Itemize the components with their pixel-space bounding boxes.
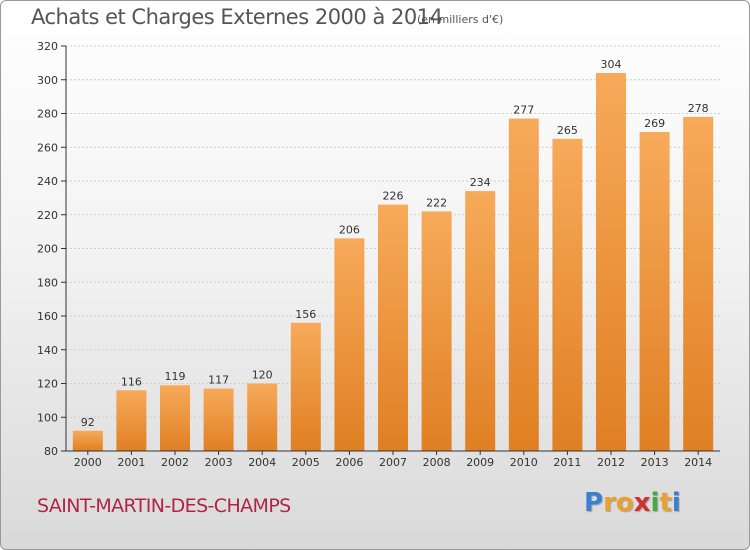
y-tick-label: 80	[44, 445, 58, 458]
bar-2002	[160, 385, 190, 451]
bar-2001	[116, 390, 147, 451]
y-tick-label: 100	[37, 411, 58, 424]
chart-title: Achats et Charges Externes 2000 à 2014	[31, 5, 443, 29]
x-tick-label-2013: 2013	[641, 456, 669, 469]
value-label-2012: 304	[601, 58, 622, 71]
bar-2013	[639, 132, 670, 451]
x-tick-label-2000: 2000	[74, 456, 102, 469]
value-label-2006: 206	[339, 223, 360, 236]
bar-2003	[203, 388, 234, 451]
x-tick-label-2005: 2005	[292, 456, 320, 469]
logo-letter: t	[659, 488, 672, 518]
y-tick-label: 280	[37, 108, 58, 121]
y-tick-label: 320	[37, 40, 58, 53]
bar-2009	[465, 191, 496, 451]
bar-2007	[378, 204, 408, 451]
value-label-2009: 234	[470, 176, 491, 189]
bar-2014	[683, 116, 714, 451]
proxiti-logo[interactable]: Proxiti	[584, 488, 681, 518]
value-label-2005: 156	[295, 308, 316, 321]
chart-subtitle: (en milliers d'€)	[417, 13, 504, 26]
x-tick-label-2006: 2006	[335, 456, 363, 469]
x-tick-label-2011: 2011	[553, 456, 581, 469]
value-label-2013: 269	[644, 117, 665, 130]
x-tick-label-2002: 2002	[161, 456, 189, 469]
y-tick-label: 120	[37, 378, 58, 391]
x-tick-label-2004: 2004	[248, 456, 276, 469]
logo-letter: o	[615, 488, 634, 518]
y-tick-label: 180	[37, 276, 58, 289]
bar-2000	[72, 430, 103, 451]
x-tick-label-2007: 2007	[379, 456, 407, 469]
x-tick-label-2014: 2014	[684, 456, 712, 469]
y-tick-label: 240	[37, 175, 58, 188]
x-tick-label-2008: 2008	[423, 456, 451, 469]
y-tick-label: 300	[37, 74, 58, 87]
x-tick-label-2003: 2003	[205, 456, 233, 469]
bar-2010	[508, 118, 539, 451]
bar-2005	[290, 322, 321, 451]
logo-letter: P	[584, 488, 604, 518]
logo-letter: x	[633, 488, 651, 518]
bar-2012	[596, 73, 626, 451]
logo-letter: i	[650, 488, 660, 518]
y-tick-label: 260	[37, 141, 58, 154]
value-label-2000: 92	[81, 416, 95, 429]
commune-name: SAINT-MARTIN-DES-CHAMPS	[37, 495, 291, 517]
x-tick-label-2012: 2012	[597, 456, 625, 469]
value-label-2003: 117	[208, 374, 229, 387]
value-label-2007: 226	[383, 190, 404, 203]
bar-2011	[552, 138, 583, 451]
value-label-2014: 278	[688, 102, 709, 115]
logo-letter: r	[603, 488, 616, 518]
y-tick-label: 160	[37, 310, 58, 323]
x-tick-label-2010: 2010	[510, 456, 538, 469]
value-label-2011: 265	[557, 124, 578, 137]
y-tick-label: 220	[37, 209, 58, 222]
bar-2004	[247, 383, 278, 451]
value-label-2010: 277	[513, 104, 534, 117]
bar-2008	[421, 211, 452, 451]
y-tick-label: 140	[37, 344, 58, 357]
x-tick-label-2009: 2009	[466, 456, 494, 469]
value-label-2002: 119	[165, 370, 186, 383]
logo-letter: i	[671, 488, 681, 518]
x-tick-label-2001: 2001	[117, 456, 145, 469]
y-tick-label: 200	[37, 243, 58, 256]
value-label-2001: 116	[121, 375, 142, 388]
bar-2006	[334, 238, 365, 451]
value-label-2008: 222	[426, 196, 447, 209]
value-label-2004: 120	[252, 369, 273, 382]
